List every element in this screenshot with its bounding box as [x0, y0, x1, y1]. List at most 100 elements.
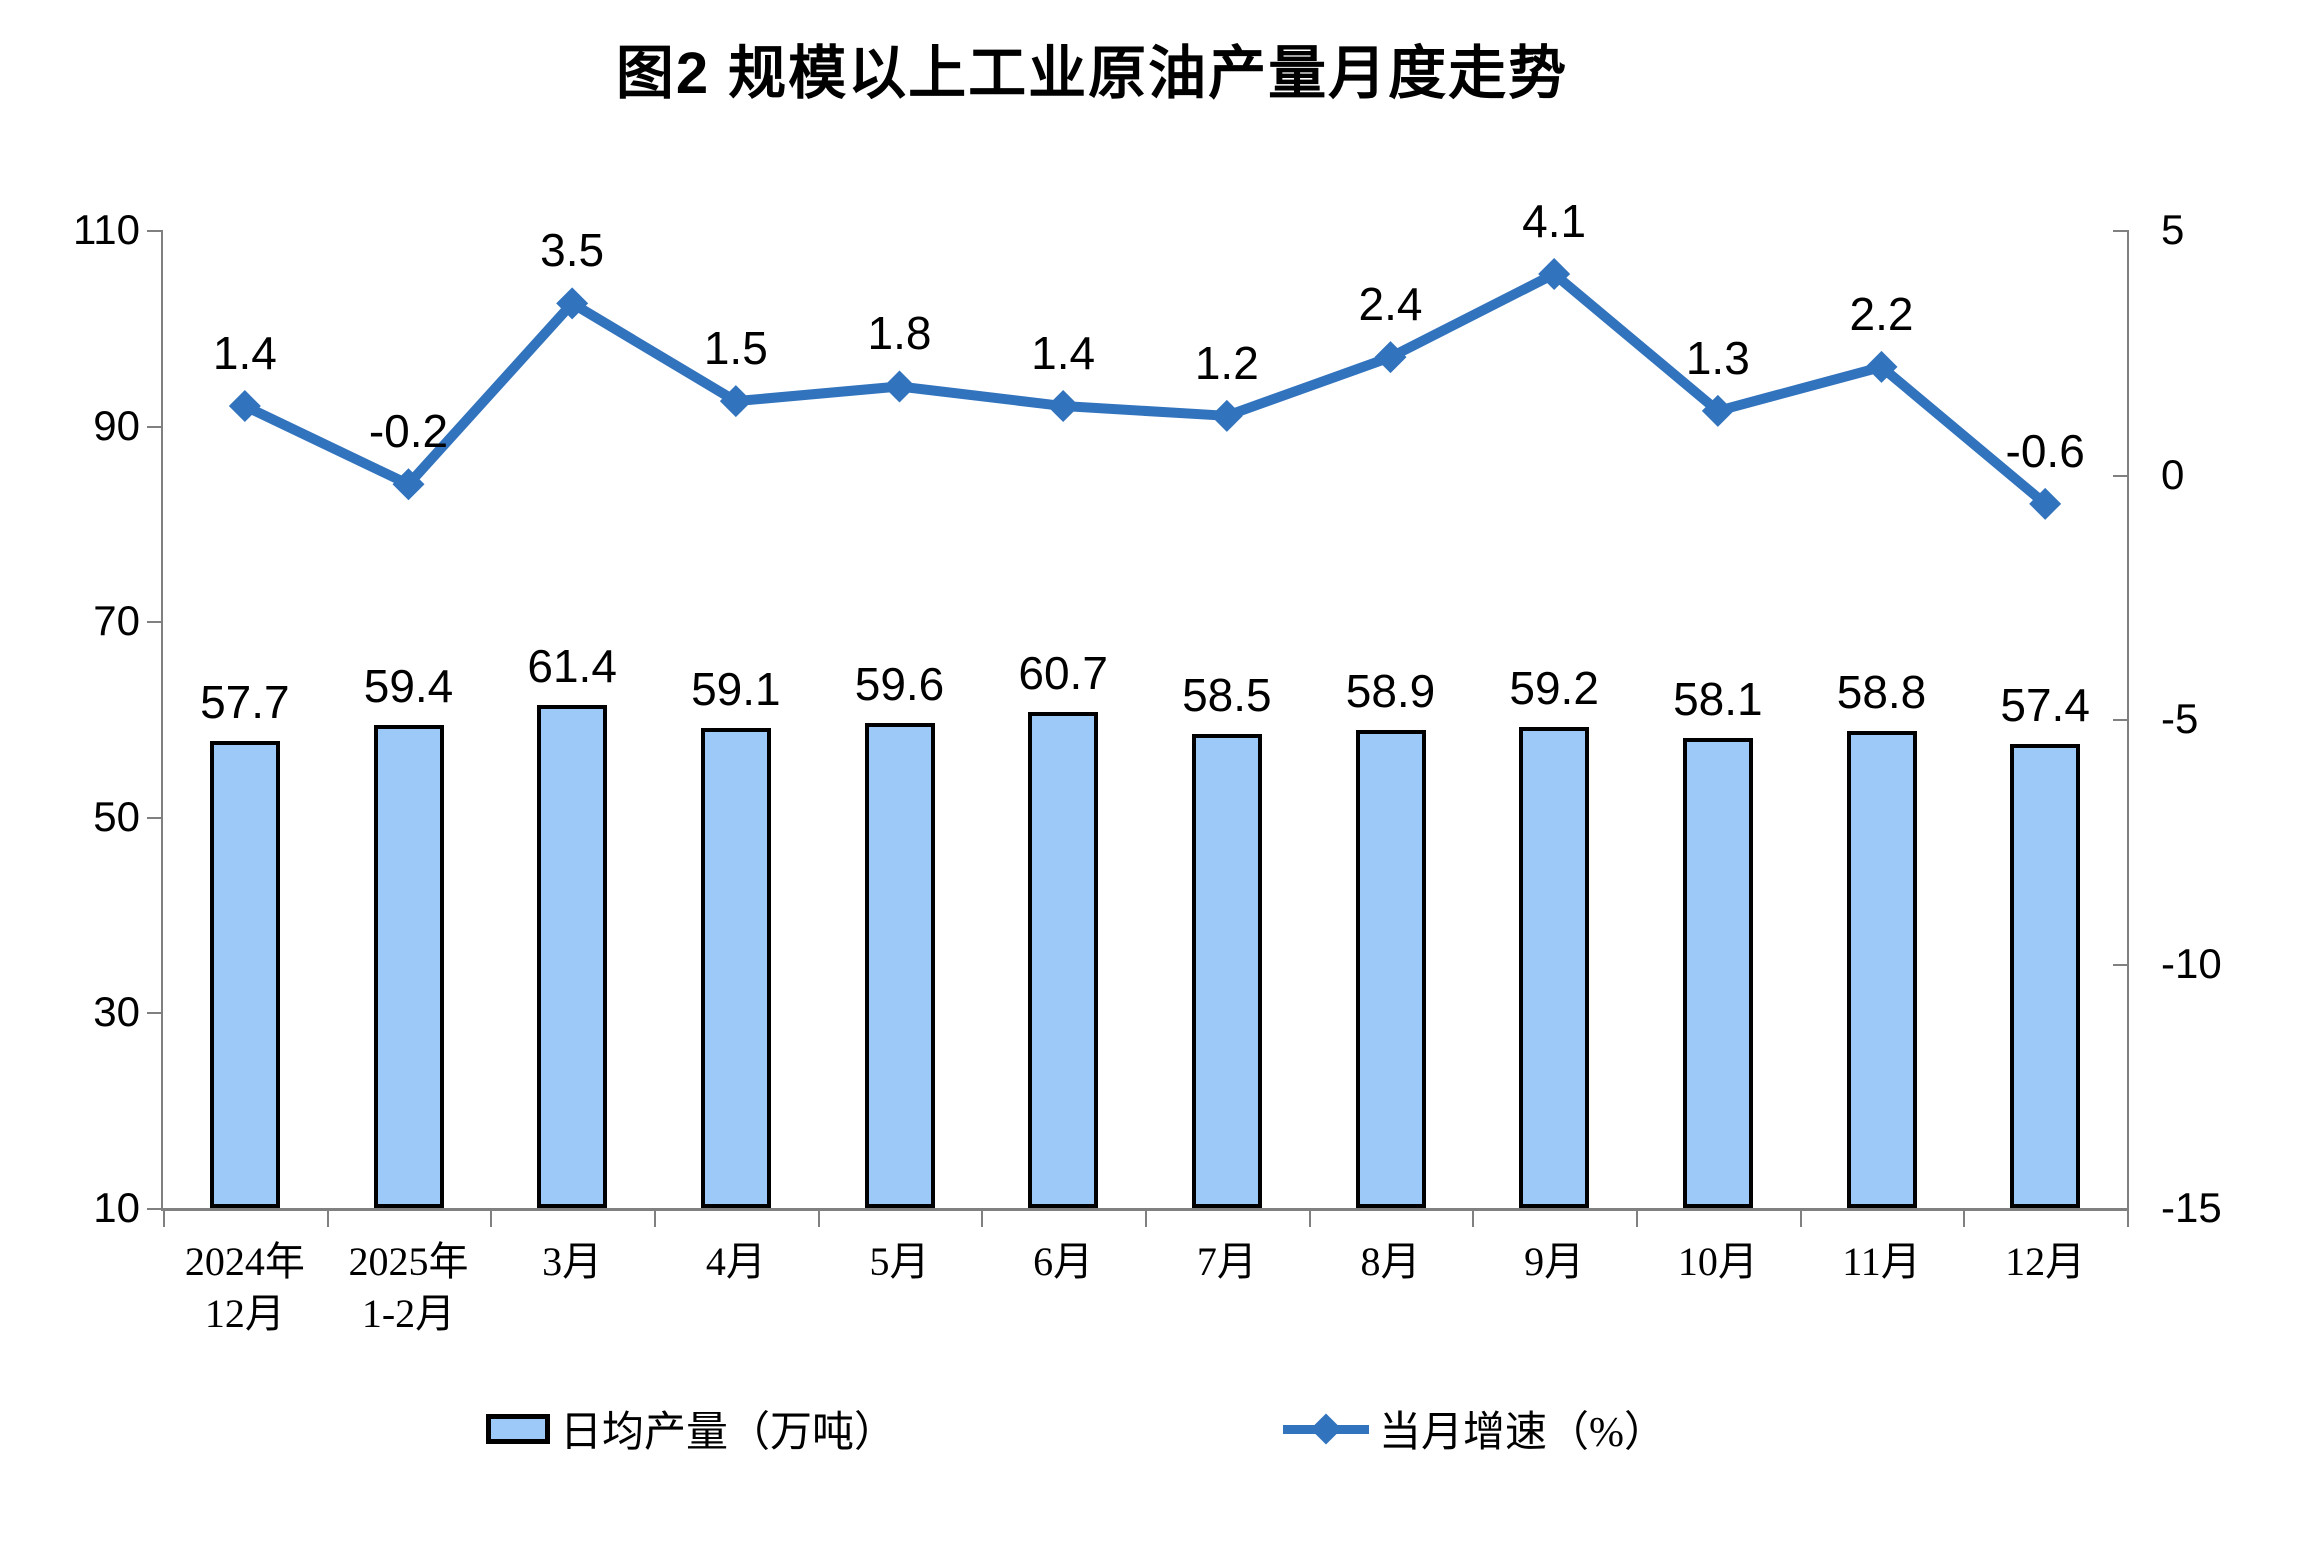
left-y-axis-tick-label: 110 [73, 206, 140, 253]
growth-line-series [228, 258, 2062, 520]
left-y-axis-tick [147, 621, 163, 624]
bar [864, 722, 935, 1208]
bar [1519, 726, 1590, 1208]
bar [1028, 712, 1099, 1208]
bar-value-label: 58.1 [1673, 672, 1763, 725]
x-axis-label: 6月 [1033, 1239, 1094, 1284]
bar-legend-label: 日均产量（万吨） [560, 1410, 897, 1456]
x-axis-tick [1308, 1211, 1311, 1227]
right-y-axis-tick-label: -10 [2161, 939, 2222, 987]
line-value-label: 1.4 [212, 327, 277, 380]
x-axis-tick [1963, 1211, 1966, 1227]
diamond-marker-icon [1210, 399, 1243, 432]
x-axis-tick [326, 1211, 329, 1227]
left-y-axis-tick-label: 90 [93, 401, 140, 449]
line-value-label: 1.8 [867, 307, 932, 360]
left-y-axis-tick [147, 425, 163, 428]
bar-value-label: 58.8 [1836, 665, 1927, 718]
x-axis-tick [163, 1211, 165, 1227]
line-value-label: 1.2 [1194, 336, 1259, 389]
x-axis-tick [1472, 1211, 1475, 1227]
x-axis-tick [1145, 1211, 1147, 1227]
bar-value-label: 59.4 [363, 659, 454, 712]
diamond-marker-icon [1374, 341, 1407, 374]
bar [1191, 733, 1262, 1208]
line-value-label: 4.1 [1522, 195, 1587, 248]
line-value-label: 1.5 [703, 322, 768, 375]
diamond-marker-icon [392, 468, 425, 501]
bar [1682, 737, 1753, 1208]
diamond-marker-icon [1047, 390, 1080, 423]
diamond-marker-icon [1538, 258, 1571, 291]
line-legend-swatch [1283, 1412, 1369, 1446]
bar [2010, 744, 2081, 1208]
diamond-marker-icon [228, 390, 261, 423]
x-axis-tick [981, 1211, 984, 1227]
diamond-marker-icon [556, 287, 589, 320]
x-axis-label: 2024年 12月 [184, 1239, 305, 1336]
line-value-label: 1.3 [1685, 331, 1750, 384]
line-value-label: 2.2 [1849, 287, 1914, 340]
right-y-axis-tick [2113, 963, 2129, 966]
bar-value-label: 57.4 [2000, 679, 2090, 732]
diamond-marker-icon [883, 370, 916, 403]
x-axis-tick [654, 1211, 656, 1227]
legend-item-line: 当月增速（%） [1283, 1398, 1666, 1459]
bar [537, 705, 608, 1208]
x-axis-tick [1636, 1211, 1638, 1227]
x-axis-label: 9月 [1524, 1239, 1585, 1284]
line-value-label: 2.4 [1358, 278, 1423, 331]
right-y-axis-tick-label: 5 [2161, 206, 2185, 253]
left-y-axis-tick [147, 1208, 163, 1210]
bar [373, 724, 444, 1208]
right-y-axis-tick [2113, 719, 2129, 721]
bar-value-label: 58.9 [1345, 664, 1436, 717]
line-value-label: 1.4 [1031, 327, 1096, 380]
legend-item-bar: 日均产量（万吨） [486, 1398, 896, 1459]
line-value-label: -0.2 [368, 405, 449, 458]
x-axis-label: 2025年 1-2月 [348, 1239, 469, 1336]
left-y-axis-tick-label: 50 [93, 792, 140, 840]
bar [1846, 730, 1917, 1208]
plot-area: 57.7 59.4 61.4 59.1 59.6 60.7 58.5 58.9 59.2 58.1… [163, 196, 2127, 1208]
right-y-axis-tick-label: -5 [2161, 695, 2199, 742]
right-y-axis-tick [2113, 230, 2129, 232]
bar-value-label: 61.4 [527, 640, 617, 693]
bar-value-label: 58.5 [1182, 668, 1272, 721]
right-y-axis-tick-label: -15 [2161, 1184, 2222, 1231]
bar-value-label: 57.7 [200, 676, 290, 729]
x-axis-label: 7月 [1196, 1239, 1257, 1284]
right-y-axis-tick-label: 0 [2161, 450, 2185, 498]
x-axis-label: 3月 [542, 1239, 603, 1284]
bar-legend-swatch [486, 1413, 550, 1444]
left-y-axis-tick-label: 10 [93, 1184, 140, 1231]
right-y-axis-tick [2113, 1208, 2129, 1210]
bar-value-label: 59.6 [854, 657, 945, 710]
diamond-marker-icon [719, 385, 752, 418]
diamond-marker-icon [1310, 1412, 1342, 1445]
bar [209, 741, 280, 1208]
line-value-label: -0.6 [2005, 424, 2085, 477]
x-axis-label: 5月 [869, 1239, 930, 1284]
bar-value-label: 59.2 [1509, 661, 1599, 714]
bar [700, 727, 771, 1208]
x-axis-tick [1799, 1211, 1802, 1227]
x-axis-label: 10月 [1677, 1239, 1758, 1284]
x-axis-tick [2127, 1211, 2129, 1227]
left-y-axis-tick [147, 816, 163, 819]
left-y-axis-tick-label: 30 [93, 988, 140, 1036]
bar-value-label: 59.1 [691, 662, 781, 715]
line-path [242, 269, 2049, 508]
left-y-axis-line [161, 230, 163, 1211]
x-axis-label: 11月 [1842, 1239, 1921, 1284]
x-axis-label: 12月 [2005, 1239, 2086, 1284]
x-axis-label: 4月 [705, 1239, 766, 1284]
diamond-marker-icon [2029, 487, 2062, 520]
diamond-marker-icon [1865, 350, 1898, 383]
bar [1355, 729, 1426, 1208]
bar-value-label: 60.7 [1018, 647, 1108, 700]
x-axis-label: 8月 [1360, 1239, 1421, 1284]
line-legend-label: 当月增速（%） [1379, 1410, 1666, 1456]
chart-title: 图2 规模以上工业原油产量月度走势 [615, 41, 1569, 106]
